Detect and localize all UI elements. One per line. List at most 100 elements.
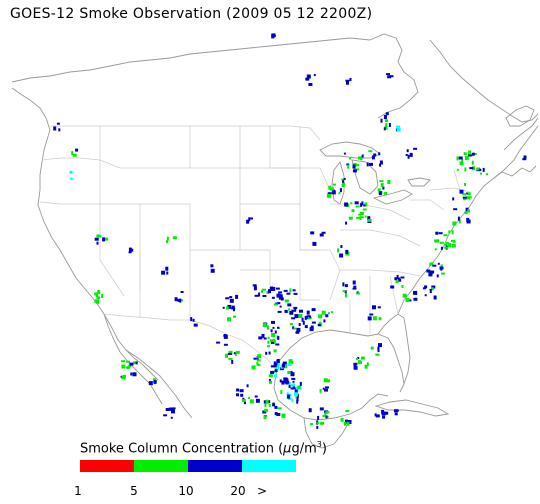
smoke-pixel xyxy=(375,414,380,418)
smoke-pixel xyxy=(229,298,234,303)
smoke-pixel xyxy=(287,394,291,399)
smoke-pixel xyxy=(456,168,459,171)
smoke-pixel xyxy=(384,119,388,123)
smoke-pixel xyxy=(468,154,473,157)
smoke-pixel xyxy=(356,164,360,167)
smoke-pixel xyxy=(277,302,281,305)
state-line-mn-ia xyxy=(270,126,331,204)
smoke-pixel xyxy=(305,77,310,81)
smoke-pixel xyxy=(345,79,350,82)
smoke-pixel xyxy=(407,154,410,159)
smoke-pixel xyxy=(227,317,231,322)
smoke-pixel xyxy=(466,219,471,224)
smoke-pixel xyxy=(128,251,132,254)
smoke-pixel xyxy=(459,189,464,194)
smoke-pixel xyxy=(56,122,60,125)
smoke-pixel xyxy=(424,285,428,289)
smoke-pixel xyxy=(451,239,455,242)
smoke-pixel xyxy=(369,313,374,316)
smoke-pixel xyxy=(389,75,394,78)
smoke-pixel xyxy=(96,299,100,304)
smoke-pixel xyxy=(276,413,281,416)
smoke-pixel xyxy=(210,264,214,268)
smoke-pixel xyxy=(94,300,98,303)
smoke-pixel xyxy=(180,299,184,302)
smoke-pixel xyxy=(434,240,437,243)
smoke-pixel xyxy=(319,407,324,411)
smoke-pixel xyxy=(287,397,292,400)
smoke-pixel xyxy=(292,289,296,292)
smoke-pixel xyxy=(278,291,283,294)
smoke-pixel xyxy=(267,345,270,348)
smoke-pixel xyxy=(288,382,291,385)
smoke-pixel xyxy=(153,379,157,384)
smoke-pixel xyxy=(274,369,278,373)
smoke-pixel xyxy=(461,158,464,163)
smoke-pixel xyxy=(371,155,375,160)
smoke-pixel xyxy=(370,346,374,350)
smoke-pixel xyxy=(464,183,466,186)
legend-tick-1: 1 xyxy=(74,484,82,498)
smoke-pixel xyxy=(352,169,357,173)
smoke-pixel xyxy=(301,317,304,322)
smoke-pixel xyxy=(286,292,291,295)
smoke-pixel xyxy=(385,123,388,128)
smoke-pixel xyxy=(274,405,278,409)
smoke-pixel xyxy=(337,248,340,253)
smoke-pixel xyxy=(353,365,358,370)
mexico-gulf-coastline xyxy=(273,359,389,421)
smoke-pixel xyxy=(361,201,364,206)
smoke-pixel xyxy=(306,74,311,79)
smoke-pixel xyxy=(272,365,277,368)
smoke-pixel xyxy=(276,361,280,366)
smoke-pixel xyxy=(233,315,236,318)
yucatan-coastline xyxy=(303,417,349,449)
smoke-pixel xyxy=(236,393,239,397)
smoke-pixel xyxy=(362,208,367,211)
smoke-pixel xyxy=(244,401,246,405)
smoke-pixel xyxy=(367,316,372,321)
smoke-pixel xyxy=(413,290,418,295)
smoke-pixel xyxy=(429,270,433,275)
smoke-pixel xyxy=(327,192,332,195)
smoke-pixel xyxy=(255,398,260,403)
legend-swatch-20-plus xyxy=(242,460,296,472)
smoke-pixel xyxy=(256,361,259,366)
smoke-pixel xyxy=(94,237,99,241)
smoke-pixel xyxy=(310,423,313,426)
smoke-pixel xyxy=(249,399,254,404)
smoke-pixel xyxy=(322,387,325,390)
smoke-pixel xyxy=(264,408,269,412)
smoke-pixel xyxy=(328,312,330,315)
smoke-pixel xyxy=(359,216,362,221)
legend-tick-10: 10 xyxy=(178,484,194,498)
smoke-pixel xyxy=(445,241,449,244)
smoke-pixel xyxy=(193,323,198,327)
smoke-pixel xyxy=(69,170,73,174)
smoke-pixel xyxy=(413,147,418,150)
smoke-pixel xyxy=(364,364,368,369)
state-line-wy-co xyxy=(140,203,240,251)
smoke-pixel xyxy=(430,262,434,266)
smoke-pixel xyxy=(233,308,235,312)
smoke-pixel xyxy=(343,178,346,180)
smoke-pixel xyxy=(395,409,399,412)
smoke-pixel xyxy=(402,293,407,298)
florida-coastline xyxy=(377,313,411,385)
smoke-pixel xyxy=(324,412,327,416)
smoke-pixel xyxy=(396,127,401,132)
smoke-pixel xyxy=(321,310,326,315)
smoke-pixel xyxy=(308,408,312,413)
smoke-pixel xyxy=(372,305,376,310)
smoke-pixel xyxy=(294,392,299,397)
smoke-pixel xyxy=(171,409,175,414)
smoke-pixel xyxy=(346,421,350,426)
smoke-pixel xyxy=(345,249,349,254)
state-line-plains xyxy=(189,126,271,290)
smoke-pixel xyxy=(127,366,130,370)
smoke-pixel xyxy=(271,296,275,299)
smoke-pixel xyxy=(435,231,439,235)
smoke-pixel xyxy=(277,407,282,410)
smoke-pixel xyxy=(130,372,133,376)
smoke-pixel xyxy=(378,152,381,156)
